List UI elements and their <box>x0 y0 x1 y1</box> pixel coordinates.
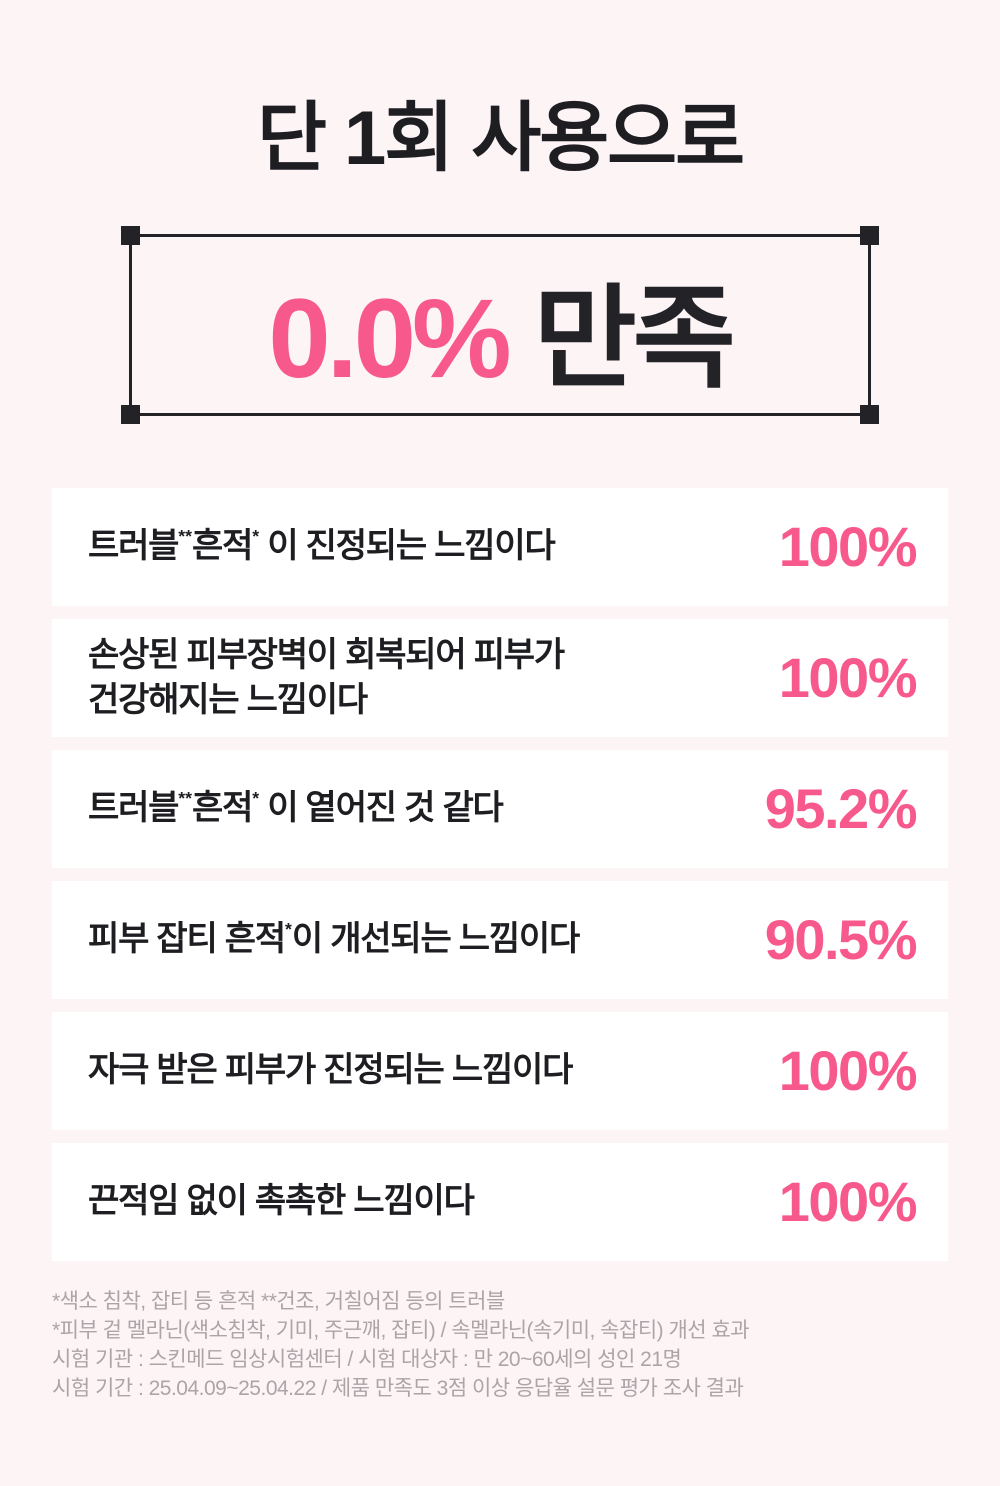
result-value: 100% <box>778 515 918 579</box>
footnote-marker: * <box>284 919 292 940</box>
satisfaction-suffix: 만족 <box>533 275 736 401</box>
result-value: 90.5% <box>764 908 918 972</box>
corner-handle-bottom-right <box>860 404 879 424</box>
result-label: 트러블**흔적* 이 진정되는 느낌이다 <box>88 526 556 566</box>
satisfaction-highlight-box: 0.0% 만족 <box>121 225 879 424</box>
result-value: 100% <box>778 1170 918 1234</box>
result-label: 끈적임 없이 촉촉한 느낌이다 <box>88 1182 475 1221</box>
result-row: 피부 잡티 흔적*이 개선되는 느낌이다 90.5% <box>52 880 948 999</box>
footnote-line: *피부 겉 멜라닌(색소침착, 기미, 주근깨, 잡티) / 속멜라닌(속기미,… <box>52 1318 750 1342</box>
footnote-marker: ** <box>178 526 193 547</box>
corner-handle-top-right <box>860 225 879 245</box>
result-row: 트러블**흔적* 이 옅어진 것 같다 95.2% <box>52 749 948 868</box>
corner-handle-bottom-left <box>121 404 140 424</box>
result-label: 손상된 피부장벽이 회복되어 피부가 건강해지는 느낌이다 <box>88 635 565 719</box>
result-label: 피부 잡티 흔적*이 개선되는 느낌이다 <box>88 919 580 959</box>
result-row: 자극 받은 피부가 진정되는 느낌이다 100% <box>52 1011 948 1130</box>
satisfaction-headline: 0.0% 만족 <box>268 240 736 410</box>
result-label: 트러블**흔적* 이 옅어진 것 같다 <box>88 788 504 828</box>
result-row: 끈적임 없이 촉촉한 느낌이다 100% <box>52 1142 948 1261</box>
result-value: 95.2% <box>764 777 918 841</box>
result-label: 자극 받은 피부가 진정되는 느낌이다 <box>88 1051 573 1090</box>
corner-handle-top-left <box>121 225 140 245</box>
result-value: 100% <box>778 1039 918 1103</box>
result-row: 손상된 피부장벽이 회복되어 피부가 건강해지는 느낌이다 100% <box>52 618 948 737</box>
results-list: 트러블**흔적* 이 진정되는 느낌이다 100% 손상된 피부장벽이 회복되어 피… <box>52 487 948 1261</box>
footnote-line: 시험 기간 : 25.04.09~25.04.22 / 제품 만족도 3점 이상… <box>52 1376 744 1400</box>
footnote-line: 시험 기관 : 스킨메드 임상시험센터 / 시험 대상자 : 만 20~60세의… <box>52 1347 682 1371</box>
footnote-line: *색소 침착, 잡티 등 흔적 **건조, 거칠어짐 등의 트러블 <box>52 1289 505 1313</box>
result-value: 100% <box>778 646 918 710</box>
page-title: 단 1회 사용으로 <box>256 96 745 181</box>
satisfaction-percent: 0.0% <box>268 275 511 401</box>
footnote-marker: * <box>252 788 260 809</box>
result-row: 트러블**흔적* 이 진정되는 느낌이다 100% <box>52 487 948 606</box>
footnote-marker: ** <box>178 788 193 809</box>
footnote-marker: * <box>252 526 260 547</box>
footnotes: *색소 침착, 잡티 등 흔적 **건조, 거칠어짐 등의 트러블 *피부 겉 … <box>52 1287 948 1403</box>
